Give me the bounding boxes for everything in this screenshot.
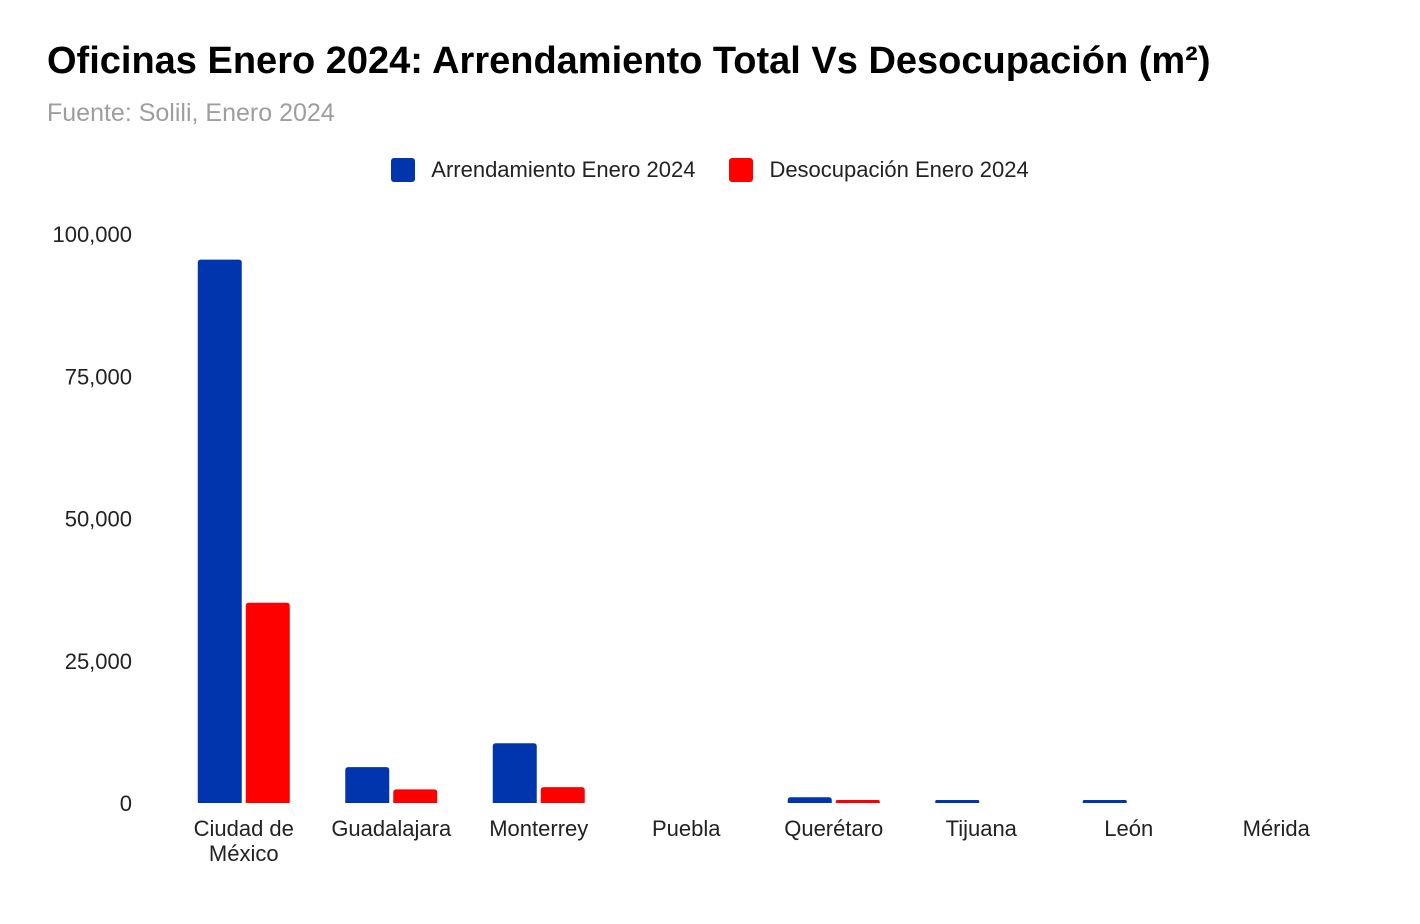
bar-arrendamiento[interactable] xyxy=(935,800,980,803)
x-tick-label: Mérida xyxy=(1243,816,1311,841)
legend-swatch-arrendamiento xyxy=(391,158,416,182)
y-tick-label: 50,000 xyxy=(65,507,132,532)
y-tick-label: 75,000 xyxy=(65,364,132,389)
chart-subtitle: Fuente: Solili, Enero 2024 xyxy=(47,99,335,127)
bar-desocupacion[interactable] xyxy=(540,787,585,803)
x-tick-label: León xyxy=(1104,816,1153,841)
bar-desocupacion[interactable] xyxy=(245,602,290,803)
bar-arrendamiento[interactable] xyxy=(197,259,242,804)
x-tick-label: Querétaro xyxy=(784,816,883,841)
legend-swatch-desocupacion xyxy=(729,158,754,182)
bar-arrendamiento[interactable] xyxy=(1082,800,1127,803)
x-tick-label: Puebla xyxy=(652,816,721,841)
bar-desocupacion[interactable] xyxy=(835,800,880,803)
x-tick-label: Tijuana xyxy=(946,816,1018,841)
legend-item-desocupacion[interactable]: Desocupación Enero 2024 xyxy=(729,157,1029,183)
x-tick-label: Guadalajara xyxy=(331,816,452,841)
bar-desocupacion[interactable] xyxy=(393,789,438,803)
y-tick-label: 100,000 xyxy=(52,222,132,247)
x-tick-label: Ciudad de xyxy=(194,816,294,841)
bar-arrendamiento[interactable] xyxy=(787,797,832,803)
y-tick-label: 25,000 xyxy=(65,649,132,674)
chart-legend: Arrendamiento Enero 2024 Desocupación En… xyxy=(0,157,1420,183)
bar-arrendamiento[interactable] xyxy=(345,767,390,803)
x-tick-label: México xyxy=(209,841,279,866)
y-tick-label: 0 xyxy=(120,791,132,816)
chart-title: Oficinas Enero 2024: Arrendamiento Total… xyxy=(47,40,1211,82)
legend-item-arrendamiento[interactable]: Arrendamiento Enero 2024 xyxy=(391,157,695,183)
legend-label-desocupacion: Desocupación Enero 2024 xyxy=(769,157,1029,182)
bar-arrendamiento[interactable] xyxy=(492,743,537,803)
x-tick-label: Monterrey xyxy=(489,816,588,841)
legend-label-arrendamiento: Arrendamiento Enero 2024 xyxy=(431,157,696,182)
